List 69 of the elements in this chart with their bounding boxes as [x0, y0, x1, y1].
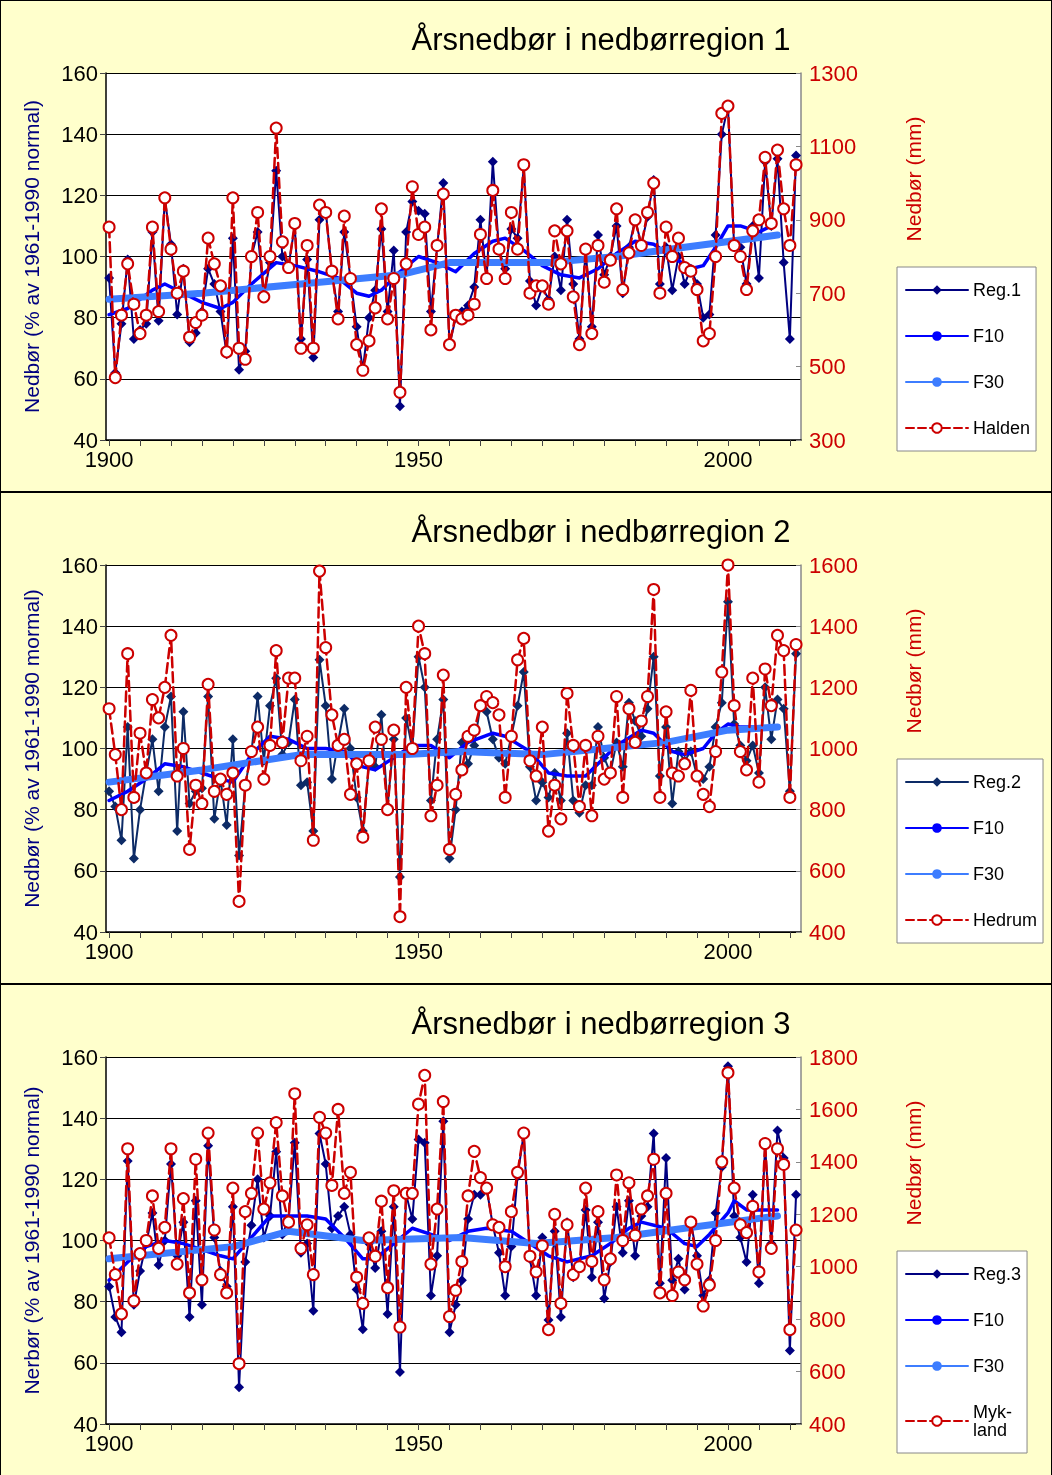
y-tick-label: 160 — [61, 60, 98, 86]
legend-label: Reg.3 — [973, 1264, 1022, 1284]
y2-tick-label: 1100 — [809, 133, 857, 159]
legend-label: Reg.1 — [973, 280, 1022, 300]
y2-tick-label: 1800 — [809, 1044, 858, 1070]
x-tick-label: 2000 — [703, 1430, 753, 1456]
y2-axis-title: Nedbør (mm) — [901, 608, 925, 734]
y-tick-label: 40 — [73, 1411, 98, 1437]
y2-tick-label: 800 — [809, 797, 846, 823]
x-tick-label: 2000 — [703, 938, 753, 964]
chart-title: Årsnedbør i nedbørregion 2 — [411, 514, 791, 549]
y2-tick-label: 700 — [809, 280, 846, 306]
legend-label: F10 — [973, 1310, 1005, 1330]
y-tick-label: 80 — [73, 797, 98, 823]
y-tick-label: 80 — [73, 1289, 98, 1315]
y-tick-label: 140 — [61, 613, 98, 639]
y2-tick-label: 1400 — [809, 1149, 858, 1175]
y-axis-title: Nedbør (% av 1961-1990 normal) — [20, 100, 43, 413]
y2-tick-label: 1300 — [809, 60, 858, 86]
legend-label: F30 — [973, 1356, 1005, 1376]
y-tick-label: 120 — [61, 1166, 98, 1192]
x-tick-label: 1950 — [394, 446, 444, 472]
y-axis-title: Nedbør (% av 1961-1990 mormal) — [20, 589, 43, 908]
legend-label: F10 — [973, 818, 1005, 838]
y-tick-label: 60 — [73, 1350, 98, 1376]
y-tick-label: 140 — [61, 1105, 98, 1131]
y2-tick-label: 1600 — [809, 552, 858, 578]
y2-tick-label: 1000 — [809, 1254, 858, 1280]
y2-tick-label: 600 — [809, 858, 846, 884]
y2-tick-label: 1200 — [809, 674, 858, 700]
legend-label: Myk- land — [973, 1402, 1012, 1440]
y-tick-label: 60 — [73, 858, 98, 884]
x-tick-label: 1950 — [394, 938, 444, 964]
y-tick-label: 60 — [73, 366, 98, 392]
y2-tick-label: 500 — [809, 354, 846, 380]
legend-label: F30 — [973, 372, 1005, 392]
y-tick-label: 40 — [73, 427, 98, 453]
y-tick-label: 160 — [61, 1044, 98, 1070]
y2-tick-label: 300 — [809, 427, 846, 453]
legend-label: Reg.2 — [973, 772, 1022, 792]
y2-axis-title: Nedbør (mm) — [901, 1100, 925, 1226]
legend-label: Hedrum — [973, 910, 1038, 930]
y-tick-label: 80 — [73, 305, 98, 331]
chart-title: Årsnedbør i nedbørregion 1 — [411, 22, 791, 57]
y2-axis-title: Nedbør (mm) — [901, 116, 925, 242]
y-tick-label: 160 — [61, 552, 98, 578]
y-axis-title: Nerbør (% av 1961-1990 normal) — [20, 1086, 43, 1395]
y2-tick-label: 800 — [809, 1306, 846, 1332]
y2-tick-label: 1200 — [809, 1201, 858, 1227]
y2-tick-label: 400 — [809, 919, 846, 945]
y2-tick-label: 1600 — [809, 1096, 858, 1122]
y-tick-label: 100 — [61, 736, 98, 761]
legend-label: F30 — [973, 864, 1005, 884]
chart-title: Årsnedbør i nedbørregion 3 — [411, 1006, 791, 1041]
legend-label: Halden — [973, 418, 1031, 438]
y-tick-label: 100 — [61, 244, 98, 269]
x-tick-label: 2000 — [703, 446, 753, 472]
y2-tick-label: 400 — [809, 1411, 846, 1437]
y2-tick-label: 1400 — [809, 613, 858, 639]
y-tick-label: 120 — [61, 674, 98, 700]
y2-tick-label: 600 — [809, 1359, 846, 1385]
y-tick-label: 120 — [61, 182, 98, 208]
y2-tick-label: 1000 — [809, 736, 858, 761]
y2-tick-label: 900 — [809, 207, 846, 233]
y-tick-label: 140 — [61, 121, 98, 147]
legend-label: F10 — [973, 326, 1005, 346]
y-tick-label: 40 — [73, 919, 98, 945]
y-tick-label: 100 — [61, 1228, 98, 1253]
x-tick-label: 1950 — [394, 1430, 444, 1456]
